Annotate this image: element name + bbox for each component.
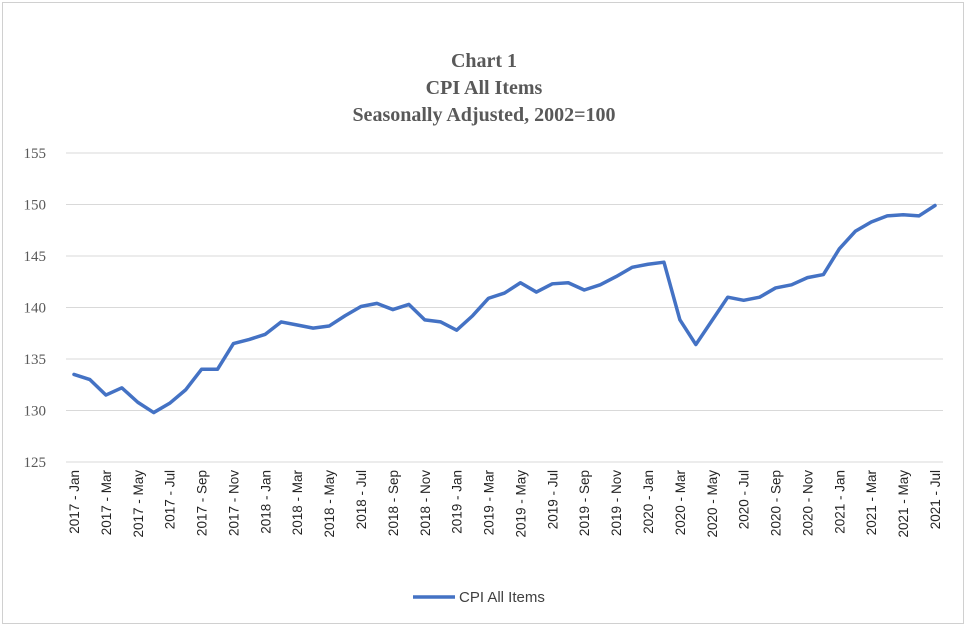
y-tick-label: 145 (24, 249, 47, 265)
x-tick-label: 2017 - May (131, 470, 146, 538)
x-tick-label: 2020 - Jan (641, 470, 656, 534)
x-tick-label: 2018 - Jan (258, 470, 273, 534)
gridlines (66, 152, 943, 463)
legend: CPI All Items (413, 589, 545, 606)
y-tick-label: 150 (24, 198, 47, 214)
x-tick-label: 2019 - Mar (482, 469, 497, 535)
series-layer (72, 203, 937, 415)
series-line-cpi-all-items (72, 203, 937, 415)
chart-title-line-1: Chart 1 (450, 50, 518, 72)
y-tick-label: 140 (24, 301, 47, 317)
x-tick-label: 2021 - May (896, 470, 911, 538)
y-tick-label: 135 (24, 352, 47, 368)
x-tick-label: 2020 - Mar (673, 469, 688, 535)
x-tick-label: 2021 - Mar (864, 469, 879, 535)
x-tick-label: 2018 - May (322, 470, 337, 538)
legend-label-cpi-all-items: CPI All Items (459, 589, 545, 606)
y-tick-label: 130 (24, 404, 47, 420)
x-tick-label: 2017 - Jul (163, 470, 178, 529)
x-tick-label: 2017 - Jan (67, 470, 82, 534)
chart-title-line-2: CPI All Items (425, 77, 543, 99)
x-tick-label: 2019 - May (513, 470, 528, 538)
x-tick-label: 2019 - Jul (545, 470, 560, 529)
x-tick-label: 2020 - Sep (769, 470, 784, 536)
x-tick-label: 2017 - Nov (226, 470, 241, 536)
x-tick-label: 2017 - Sep (195, 470, 210, 536)
y-tick-label: 155 (24, 146, 47, 162)
x-tick-label: 2021 - Jul (928, 470, 943, 529)
x-tick-label: 2018 - Nov (418, 470, 433, 536)
x-tick-label: 2018 - Sep (386, 470, 401, 536)
x-tick-label: 2017 - Mar (99, 469, 114, 535)
y-tick-label: 125 (24, 455, 47, 471)
x-tick-label: 2020 - May (705, 470, 720, 538)
x-tick-label: 2020 - Nov (800, 470, 815, 536)
x-tick-label: 2021 - Jan (832, 470, 847, 534)
x-tick-label: 2018 - Mar (290, 469, 305, 535)
x-axis-tick-labels: 2017 - Jan 2017 - Mar 2017 - May 2017 - Jul… (67, 469, 943, 537)
x-tick-label: 2019 - Jan (450, 470, 465, 534)
x-tick-label: 2018 - Jul (354, 470, 369, 529)
x-tick-label: 2020 - Jul (737, 470, 752, 529)
y-axis-tick-labels: 125 130 135 140 145 150 155 (24, 146, 47, 471)
x-tick-label: 2019 - Nov (609, 470, 624, 536)
x-tick-label: 2019 - Sep (577, 470, 592, 536)
chart-title-line-3: Seasonally Adjusted, 2002=100 (352, 104, 616, 126)
